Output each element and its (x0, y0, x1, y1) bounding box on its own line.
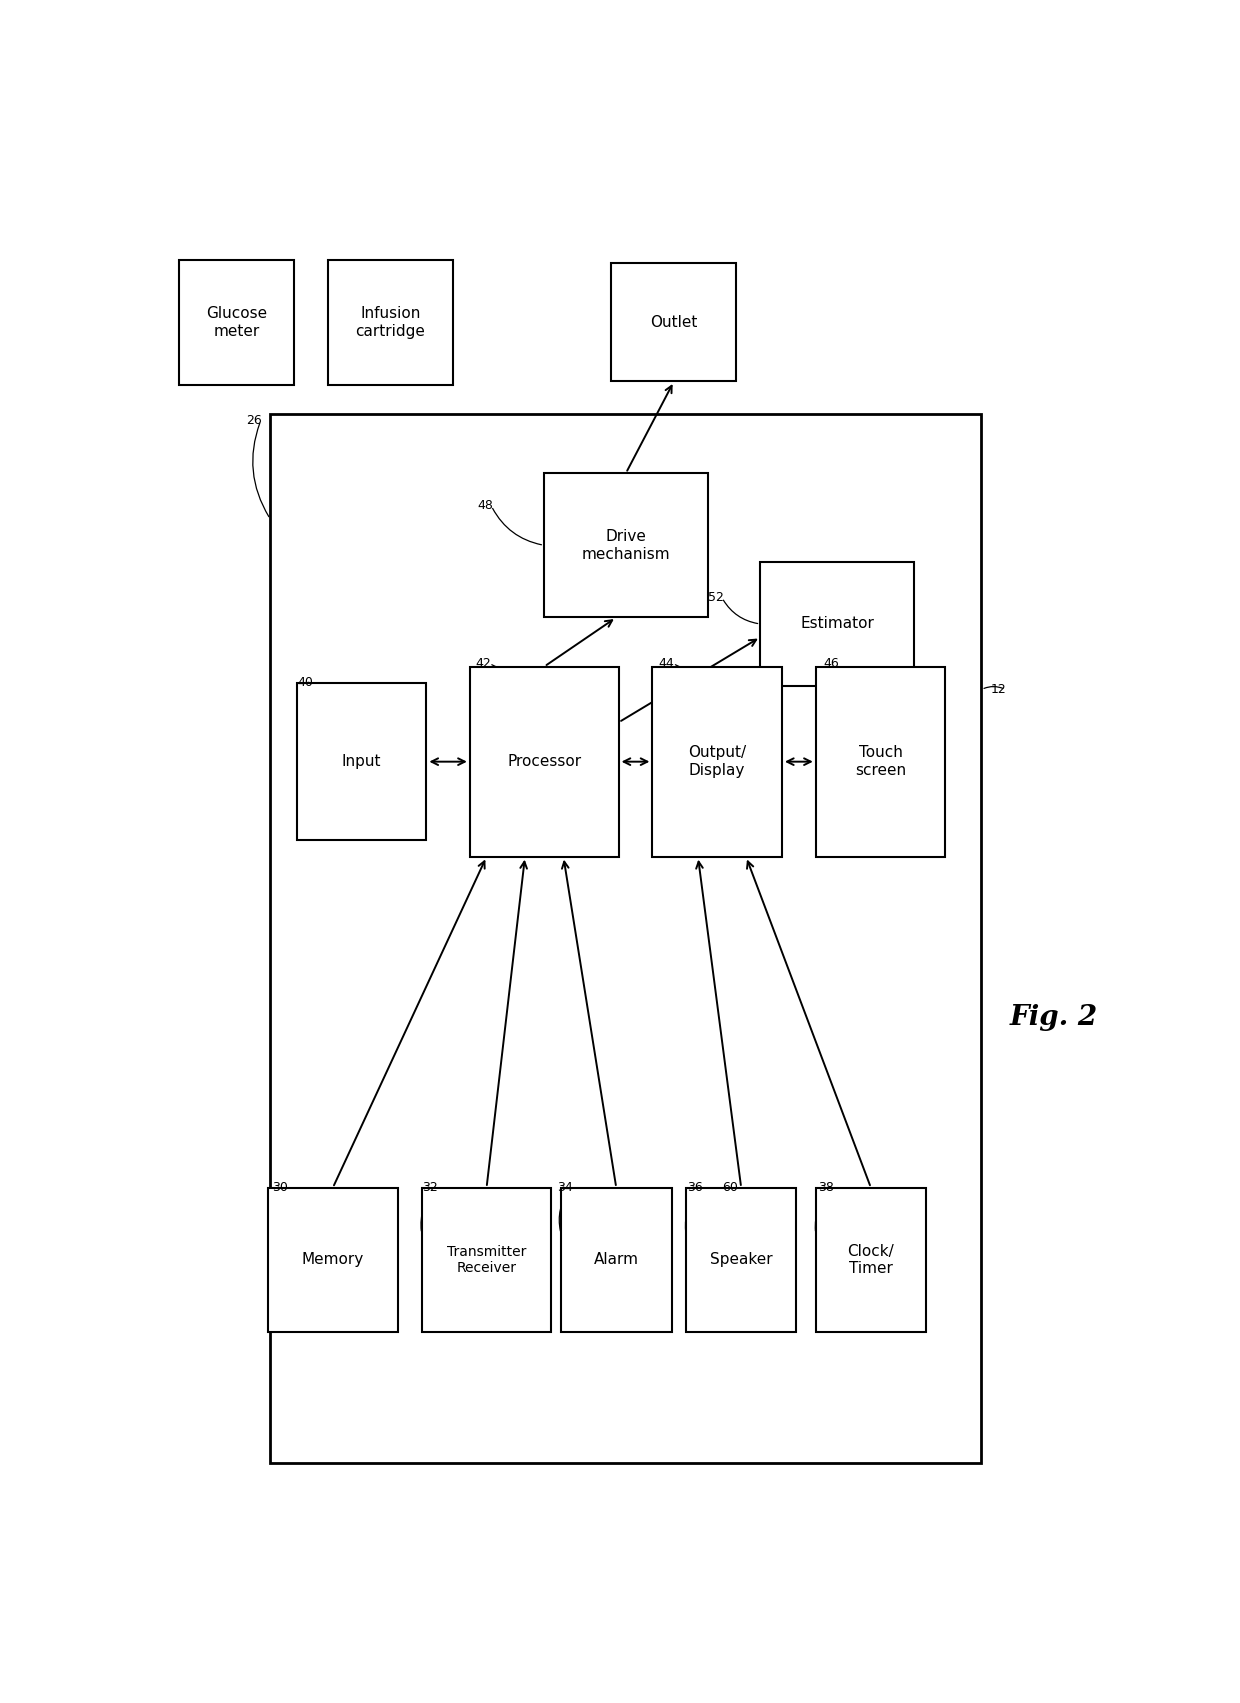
Text: Touch
screen: Touch screen (856, 746, 906, 778)
Text: 34: 34 (557, 1182, 573, 1194)
Bar (544, 473, 708, 618)
Bar (470, 666, 619, 857)
Bar (327, 261, 453, 385)
Text: Speaker: Speaker (709, 1252, 773, 1267)
Text: Outlet: Outlet (650, 315, 698, 330)
Text: Estimator: Estimator (800, 616, 874, 632)
Text: 42: 42 (475, 657, 491, 669)
Text: Transmitter
Receiver: Transmitter Receiver (446, 1245, 526, 1276)
Bar (422, 1189, 552, 1332)
Text: 44: 44 (658, 657, 675, 669)
Bar (560, 1189, 672, 1332)
Text: Fig. 2: Fig. 2 (1009, 1003, 1097, 1030)
Bar (268, 1189, 398, 1332)
Bar (296, 683, 427, 840)
Text: 38: 38 (818, 1182, 835, 1194)
Text: 52: 52 (708, 591, 723, 605)
Text: 60: 60 (722, 1182, 738, 1194)
Text: 30: 30 (273, 1182, 288, 1194)
Text: Input: Input (342, 754, 382, 770)
Bar (686, 1189, 796, 1332)
Text: 40: 40 (298, 676, 314, 690)
Text: Infusion
cartridge: Infusion cartridge (356, 307, 425, 339)
Text: Drive
mechanism: Drive mechanism (582, 530, 670, 562)
Text: 32: 32 (422, 1182, 438, 1194)
Text: Glucose
meter: Glucose meter (206, 307, 268, 339)
Bar (611, 264, 737, 381)
Bar (816, 666, 945, 857)
Text: 48: 48 (477, 499, 492, 513)
Text: Clock/
Timer: Clock/ Timer (848, 1243, 894, 1276)
Text: 46: 46 (823, 657, 838, 669)
Text: Processor: Processor (507, 754, 582, 770)
Bar (760, 562, 914, 686)
Text: Alarm: Alarm (594, 1252, 639, 1267)
Text: Output/
Display: Output/ Display (688, 746, 746, 778)
Bar (270, 414, 982, 1463)
Bar (652, 666, 782, 857)
Text: Memory: Memory (301, 1252, 363, 1267)
Text: 26: 26 (247, 414, 262, 427)
Text: 12: 12 (991, 683, 1007, 697)
Text: 36: 36 (687, 1182, 703, 1194)
Bar (816, 1189, 926, 1332)
Bar (179, 261, 294, 385)
